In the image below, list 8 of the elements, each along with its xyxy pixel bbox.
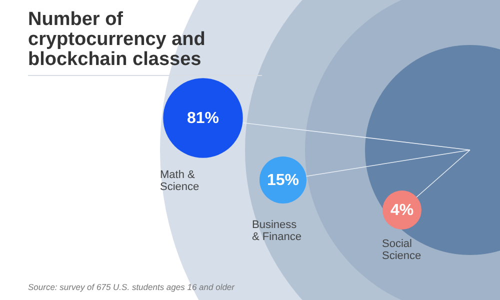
category-label: Business & Finance [252,219,302,243]
source-note: Source: survey of 675 U.S. students ages 16 and older [28,282,234,292]
data-label: 15% [266,172,300,189]
text: Number of cryptocurrency and blockchain classes [28,9,206,70]
data-label: 4% [390,202,414,219]
data-label: 81% [186,110,220,127]
category-label: Math & Science [160,169,200,193]
category-label: Social Science [382,238,422,262]
